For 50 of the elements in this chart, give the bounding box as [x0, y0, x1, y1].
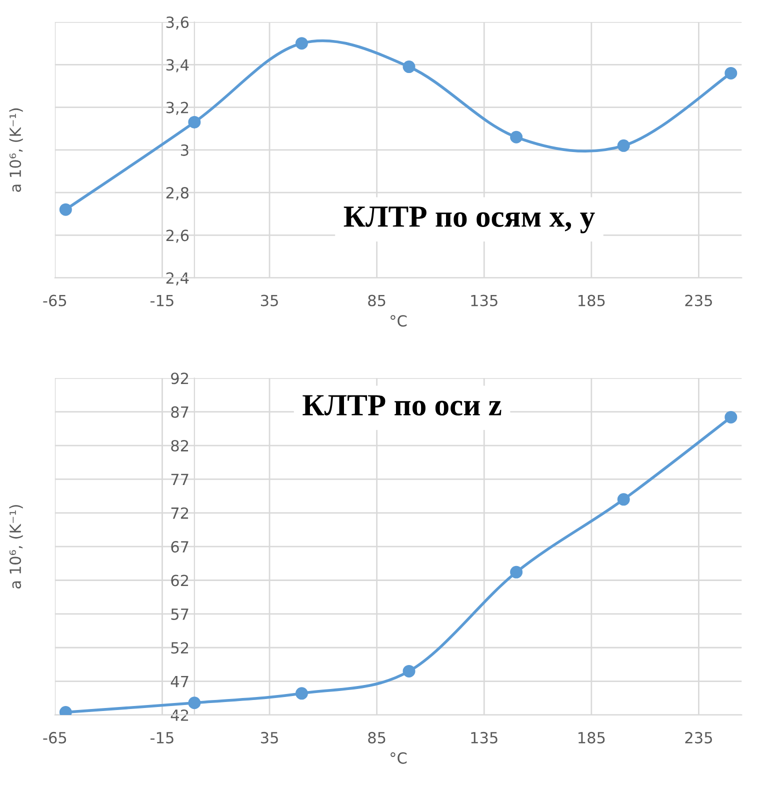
point	[295, 37, 308, 50]
x-tick-label: -65	[43, 732, 66, 744]
x-tick-label: 235	[685, 294, 712, 306]
point	[510, 130, 523, 144]
x-axis-title: °C	[390, 315, 407, 327]
y-tick-label: 67	[171, 541, 188, 553]
point	[617, 139, 630, 152]
y-tick-label: 3	[181, 144, 188, 156]
y-tick-label: 3,2	[166, 102, 188, 115]
y-axis-title: a 10⁶, (K⁻¹)	[9, 108, 23, 192]
x-tick-label: 135	[471, 294, 498, 306]
point	[59, 203, 72, 216]
y-tick-label: 62	[171, 574, 188, 586]
x-tick-label: 185	[578, 294, 605, 306]
point	[188, 116, 201, 128]
point	[402, 60, 416, 74]
y-tick-label: 92	[171, 372, 188, 384]
y-tick-label: 3,4	[166, 59, 189, 72]
x-tick-label: -65	[43, 294, 66, 306]
y-tick-label: 2,4	[166, 272, 189, 286]
text: КЛТР по осям x, y	[344, 206, 595, 234]
x-tick-label: 85	[368, 294, 386, 306]
x-tick-label: -15	[150, 732, 174, 744]
y-tick-label: 82	[171, 440, 188, 452]
y-tick-label: 3,6	[166, 16, 189, 30]
y-tick-label: 87	[171, 406, 188, 418]
point	[617, 493, 630, 506]
x-tick-label: -15	[150, 294, 174, 306]
y-tick-label: 2,6	[166, 230, 189, 243]
point	[724, 66, 738, 80]
x-tick-label: 135	[471, 732, 498, 744]
y-tick-label: 2,8	[166, 187, 189, 200]
point	[188, 696, 201, 710]
x-tick-label: 235	[685, 732, 712, 744]
x-axis-title: °C	[390, 752, 407, 764]
point	[724, 410, 738, 424]
chart-title: КЛТР по оси z	[302, 395, 502, 416]
y-tick-label: 57	[171, 608, 188, 620]
y-tick-label: 52	[171, 642, 188, 654]
y-tick-label: 47	[170, 676, 188, 688]
x-tick-label: 35	[260, 732, 278, 744]
x-tick-label: 185	[578, 732, 605, 744]
x-tick-label: 35	[260, 294, 278, 306]
y-tick-label: 72	[171, 507, 188, 519]
y-tick-label: 77	[171, 474, 188, 486]
point	[510, 566, 523, 578]
point	[295, 687, 308, 700]
x-tick-label: 85	[368, 732, 386, 744]
point	[402, 664, 416, 678]
y-axis-title: a 10⁶, (K⁻¹)	[9, 505, 23, 588]
